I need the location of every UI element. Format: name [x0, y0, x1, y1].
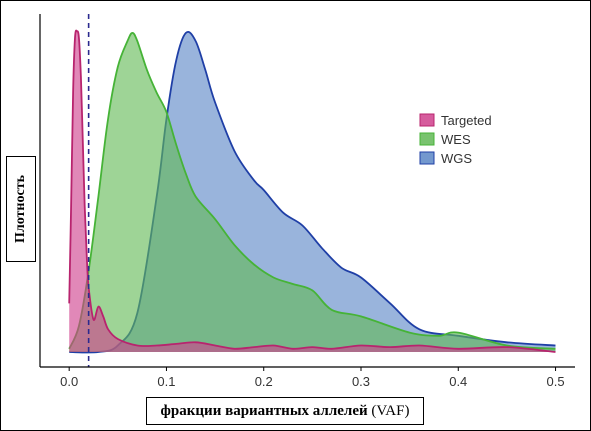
legend: Targeted WES WGS	[419, 113, 492, 166]
x-tick-label: 0.4	[449, 374, 467, 389]
x-ticks: 0.0 0.1 0.2 0.3 0.4 0.5	[60, 367, 565, 389]
x-tick-label: 0.2	[255, 374, 273, 389]
x-tick-label: 0.1	[157, 374, 175, 389]
legend-swatch-wgs	[419, 151, 435, 165]
y-axis-label-box: Плотность	[6, 156, 36, 262]
legend-swatch-wes	[419, 132, 435, 146]
x-axis-label-box: фракции вариантных аллелей (VAF)	[146, 397, 424, 425]
x-tick-label: 0.0	[60, 374, 78, 389]
series-line-targeted	[68, 29, 556, 353]
legend-label-targeted: Targeted	[441, 113, 492, 128]
series-layer	[68, 29, 556, 354]
y-axis-label: Плотность	[13, 175, 28, 243]
series-line-wes	[68, 31, 556, 350]
x-axis-label-unit: (VAF)	[367, 402, 410, 419]
legend-swatch-targeted	[419, 113, 435, 127]
x-tick-label: 0.3	[352, 374, 370, 389]
x-tick-label: 0.5	[547, 374, 565, 389]
series-area-wes	[69, 32, 556, 353]
legend-label-wgs: WGS	[441, 151, 472, 166]
x-axis-label-main: фракции вариантных аллелей	[160, 402, 368, 419]
legend-label-wes: WES	[441, 132, 471, 147]
x-axis-label: фракции вариантных аллелей (VAF)	[161, 403, 410, 420]
